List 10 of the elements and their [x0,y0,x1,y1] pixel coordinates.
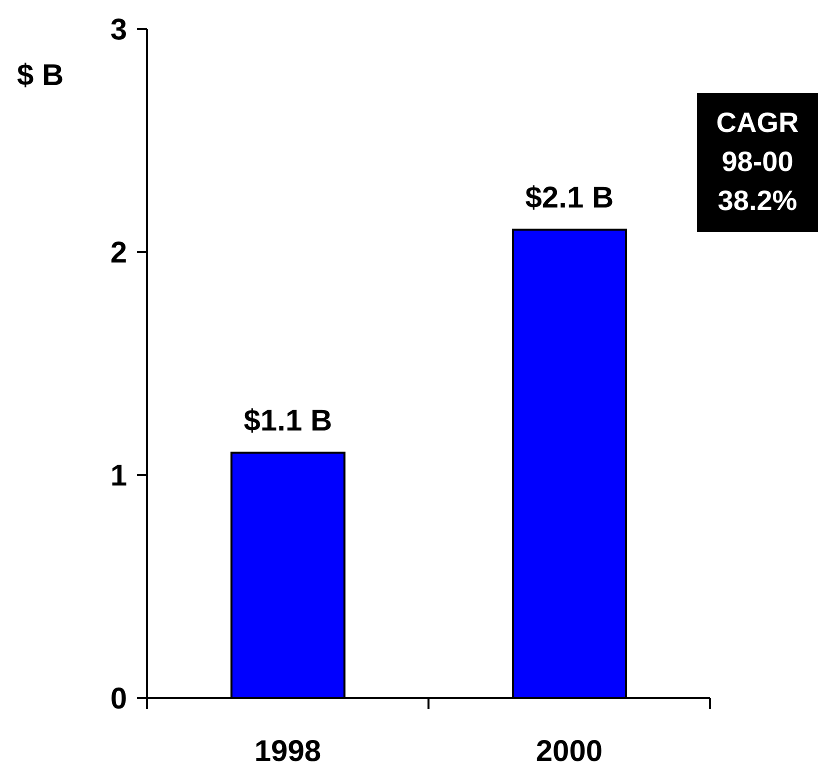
x-tick-label: 1998 [254,735,322,768]
data-label: $2.1 B [525,182,614,215]
y-tick-label: 3 [110,14,127,47]
y-tick-label: 1 [110,460,127,493]
x-tick-label: 2000 [536,735,603,768]
text: CAGR 98-00 38.2% [715,106,800,218]
y-tick-label: 2 [110,236,127,270]
y-tick-label: 0 [110,682,127,716]
data-label: $1.1 B [244,404,332,438]
y-axis-title: $ B [17,58,64,94]
